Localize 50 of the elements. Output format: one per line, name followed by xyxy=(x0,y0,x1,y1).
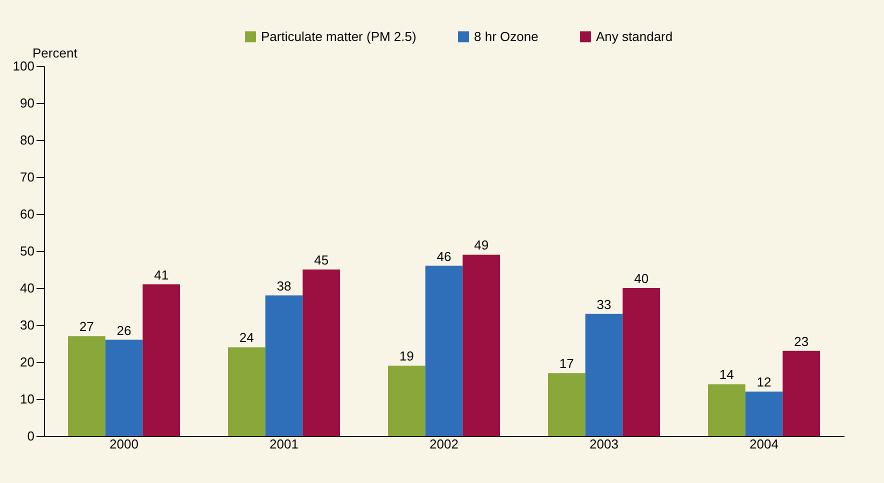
bar xyxy=(548,373,586,436)
x-tick-label: 2002 xyxy=(430,436,458,452)
legend-label: Particulate matter (PM 2.5) xyxy=(261,28,416,44)
bar xyxy=(622,288,660,436)
y-tick-label: 90 xyxy=(20,96,34,110)
data-label: 40 xyxy=(634,271,649,286)
x-tick-label: 2000 xyxy=(110,436,138,452)
y-tick-label: 0 xyxy=(27,428,34,444)
data-label: 26 xyxy=(116,322,132,338)
bar xyxy=(265,295,303,436)
data-label: 23 xyxy=(794,334,809,349)
x-tick-label: 2001 xyxy=(270,436,298,452)
data-label: 24 xyxy=(239,330,254,346)
y-tick-label: 40 xyxy=(20,280,34,296)
x-tick-label: 2004 xyxy=(750,436,778,452)
bar xyxy=(585,314,623,436)
data-label: 14 xyxy=(719,367,734,382)
data-label: 27 xyxy=(79,319,94,334)
data-label: 17 xyxy=(559,356,574,372)
bar xyxy=(68,336,106,436)
bar xyxy=(105,340,143,436)
bar xyxy=(228,347,266,436)
bar xyxy=(388,366,426,436)
data-label: 45 xyxy=(314,252,329,268)
y-tick-label: 80 xyxy=(20,132,34,148)
bar xyxy=(782,350,820,436)
bar xyxy=(462,254,500,436)
data-label: 19 xyxy=(399,348,414,364)
bar xyxy=(302,270,340,436)
bar xyxy=(425,266,463,436)
legend-label: Any standard xyxy=(596,28,673,44)
y-tick-label: 30 xyxy=(20,318,34,332)
y-axis-title: Percent xyxy=(32,46,78,60)
bar xyxy=(142,284,180,436)
data-label: 33 xyxy=(596,296,612,312)
x-tick-label: 2003 xyxy=(590,436,618,452)
data-label: 12 xyxy=(756,374,772,390)
y-tick-label: 100 xyxy=(12,58,34,74)
legend-label: 8 hr Ozone xyxy=(474,28,538,44)
y-tick-label: 10 xyxy=(20,392,34,406)
data-label: 49 xyxy=(474,238,489,253)
y-tick-label: 20 xyxy=(20,354,34,370)
data-label: 38 xyxy=(276,278,292,294)
y-tick-label: 60 xyxy=(20,206,34,222)
y-tick-label: 70 xyxy=(20,170,34,184)
data-label: 46 xyxy=(436,248,452,264)
bar xyxy=(708,384,746,436)
data-label: 41 xyxy=(154,267,169,282)
y-tick-label: 50 xyxy=(20,244,34,258)
bar xyxy=(745,392,783,436)
